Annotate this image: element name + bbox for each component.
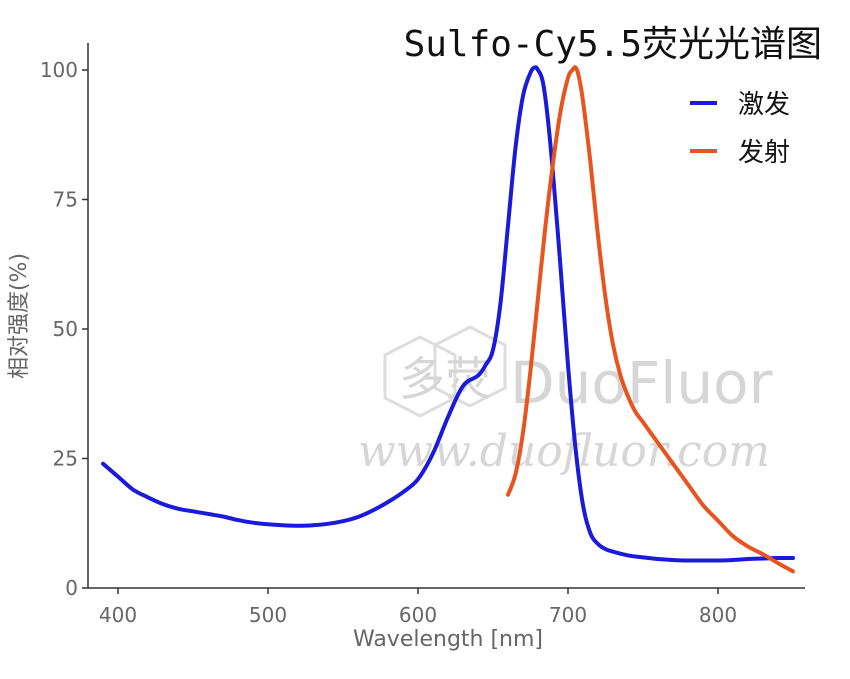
y-axis-ticks: 0 25 50 75 100 (40, 58, 88, 600)
series-line-excitation (101, 65, 795, 563)
legend-label: 发射 (738, 138, 790, 168)
series-line-emission (506, 65, 795, 574)
x-axis-label: Wavelength [nm] (353, 627, 543, 652)
x-tick-label: 800 (699, 603, 737, 627)
y-tick-label: 75 (53, 188, 78, 212)
x-axis-ticks: 400 500 600 700 800 (99, 588, 737, 627)
x-tick-label: 400 (99, 603, 137, 627)
y-tick-label: 25 (53, 447, 78, 471)
x-tick-label: 700 (549, 603, 587, 627)
x-tick-label: 500 (249, 603, 287, 627)
x-tick-label: 600 (399, 603, 437, 627)
watermark-logo-chinese: 多荧 (399, 352, 491, 406)
y-tick-label: 0 (65, 576, 78, 600)
watermark-brand: DuoFluor (510, 349, 773, 417)
watermark-url: www.duofluor.com (358, 426, 770, 477)
watermark-logo: 多荧 (383, 325, 507, 418)
chart-title: Sulfo-Cy5.5荧光光谱图 (404, 24, 822, 65)
y-tick-label: 100 (40, 58, 78, 82)
y-axis-label: 相对强度(%) (7, 253, 32, 379)
legend-label: 激发 (738, 90, 790, 120)
series-group (101, 65, 795, 574)
y-tick-label: 50 (53, 317, 78, 341)
